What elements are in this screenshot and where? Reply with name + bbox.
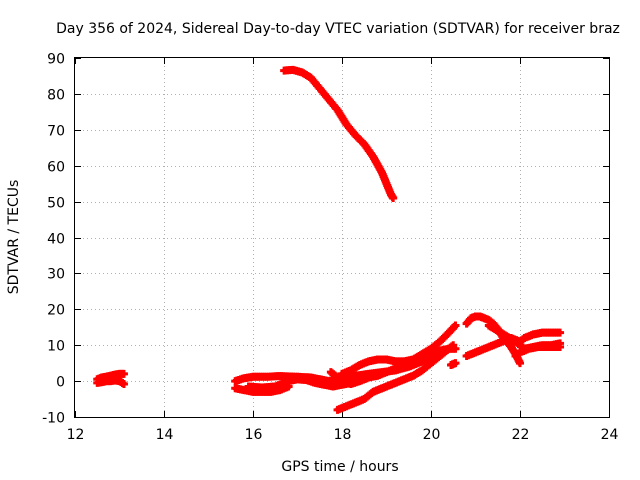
data-point [449, 341, 458, 350]
y-tick-label: 20 [47, 303, 65, 319]
data-series [93, 65, 565, 414]
y-tick-label: 40 [47, 232, 65, 248]
series-sat-h [333, 341, 458, 414]
y-tick-label: 50 [47, 196, 65, 212]
data-point [556, 342, 565, 351]
x-tick-label: 20 [423, 427, 441, 443]
series-sat-j [447, 359, 460, 369]
x-tick-label: 14 [156, 427, 174, 443]
series-sat-c [93, 376, 128, 388]
data-point [119, 379, 128, 388]
data-point [516, 359, 524, 368]
series-sat-b [93, 369, 128, 384]
y-axis-label: SDTVAR / TECUs [6, 180, 22, 295]
y-tick-label: 60 [47, 160, 65, 176]
chart-title: Day 356 of 2024, Sidereal Day-to-day VTE… [56, 21, 620, 37]
data-point [451, 359, 460, 368]
x-tick-label: 18 [334, 427, 352, 443]
axis-ticks: 12 14 16 18 20 22 24 -10 0 10 20 30 40 50 60 70 80 90 [42, 52, 618, 444]
x-axis-label: GPS time / hours [281, 459, 398, 475]
x-tick-label: 22 [512, 427, 530, 443]
data-point [119, 369, 128, 378]
x-tick-label: 12 [67, 427, 85, 443]
data-point [431, 348, 440, 357]
y-tick-label: 70 [47, 124, 65, 140]
y-tick-label: 90 [47, 52, 65, 68]
series-sat-n [511, 342, 565, 360]
series-sat-i [338, 348, 440, 378]
data-point [389, 194, 398, 203]
y-tick-label: 10 [47, 339, 65, 355]
plot-frame [74, 57, 610, 418]
data-point [451, 321, 460, 330]
x-tick-label: 24 [601, 427, 619, 443]
y-tick-label: 0 [56, 375, 65, 391]
y-tick-label: 80 [47, 88, 65, 104]
y-tick-label: 30 [47, 267, 65, 283]
x-tick-label: 16 [245, 427, 263, 443]
data-point [556, 328, 565, 337]
y-tick-label: -10 [42, 411, 65, 427]
series-sat-a [280, 65, 398, 203]
series-sat-f [244, 375, 355, 392]
